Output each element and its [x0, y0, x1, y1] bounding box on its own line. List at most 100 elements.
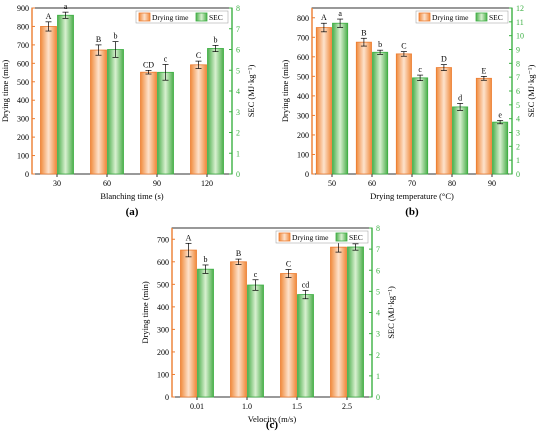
right-tick-label: 1: [516, 156, 520, 165]
significance-label: b: [214, 35, 218, 44]
y-axis-title-right: SEC (MJ·kg⁻¹): [526, 65, 536, 118]
x-tick-label: 80: [448, 179, 456, 188]
sec-bar: [197, 268, 214, 398]
right-tick-label: 4: [236, 87, 240, 96]
sec-bar: [332, 22, 349, 175]
sec-bar: [412, 77, 429, 175]
significance-label: A: [321, 13, 327, 22]
sec-bar: [207, 48, 224, 175]
significance-label: b: [204, 255, 208, 264]
left-tick-label: 0: [165, 393, 169, 402]
x-axis-title: Drying temperature (°C): [370, 191, 454, 201]
left-tick-label: 300: [17, 115, 29, 124]
left-tick-label: 300: [157, 325, 169, 334]
drying-time-bar: [330, 246, 347, 398]
drying-time-bar: [40, 26, 57, 175]
significance-label: c: [254, 270, 258, 279]
significance-label: E: [481, 66, 486, 75]
legend-label-drying-time: Drying time: [292, 233, 329, 242]
legend-swatch-drying-time: [278, 232, 291, 242]
significance-label: e: [498, 110, 502, 119]
legend-swatch-drying-time: [138, 12, 151, 22]
right-tick-label: 7: [236, 25, 240, 34]
right-tick-label: 6: [376, 266, 380, 275]
legend-swatch-sec: [195, 12, 208, 22]
left-tick-label: 400: [157, 303, 169, 312]
right-tick-label: 8: [236, 4, 240, 13]
sec-bar: [347, 246, 364, 398]
drying-time-bar: [140, 71, 157, 175]
sec-bar: [372, 51, 389, 175]
sec-bar: [157, 71, 174, 175]
x-tick-label: 90: [153, 179, 161, 188]
significance-label: d: [458, 93, 462, 102]
drying-time-bar: [435, 67, 452, 175]
x-tick-label: 60: [103, 179, 111, 188]
x-tick-label: 60: [368, 179, 376, 188]
panel-caption: (b): [405, 206, 419, 218]
right-tick-label: 0: [516, 170, 520, 179]
significance-label: C: [286, 259, 291, 268]
right-tick-label: 0: [236, 170, 240, 179]
left-tick-label: 100: [157, 370, 169, 379]
left-tick-label: 500: [297, 72, 309, 81]
sec-bar: [107, 49, 124, 175]
right-tick-label: 3: [516, 129, 520, 138]
significance-label: C: [196, 51, 201, 60]
right-tick-label: 11: [516, 18, 524, 27]
right-tick-label: 5: [236, 66, 240, 75]
right-tick-label: 3: [376, 330, 380, 339]
right-tick-label: 12: [516, 4, 524, 13]
x-axis-title: Blanching time (s): [100, 191, 163, 201]
sec-bar: [297, 294, 314, 398]
right-tick-label: 10: [516, 32, 524, 41]
drying-time-bar: [315, 27, 332, 175]
significance-label: b: [378, 40, 382, 49]
legend-swatch-drying-time: [418, 12, 431, 22]
drying-time-bar: [395, 53, 412, 175]
right-tick-label: 0: [376, 393, 380, 402]
legend-swatch-sec: [475, 12, 488, 22]
left-tick-label: 400: [17, 96, 29, 105]
x-tick-label: 120: [201, 179, 213, 188]
left-tick-label: 300: [297, 111, 309, 120]
left-tick-label: 600: [297, 53, 309, 62]
significance-label: A: [186, 233, 192, 242]
x-axis-title: Velocity (m/s): [248, 414, 297, 424]
left-tick-label: 500: [157, 280, 169, 289]
x-tick-label: 50: [328, 179, 336, 188]
x-tick-label: 1.0: [242, 402, 252, 411]
left-tick-label: 800: [17, 22, 29, 31]
legend-label-drying-time: Drying time: [432, 13, 469, 22]
right-tick-label: 5: [516, 101, 520, 110]
right-tick-label: 8: [516, 59, 520, 68]
right-tick-label: 7: [516, 73, 520, 82]
sec-bar: [452, 106, 469, 175]
significance-label: B: [236, 249, 241, 258]
right-tick-label: 8: [376, 224, 380, 233]
left-tick-label: 600: [17, 59, 29, 68]
right-tick-label: 6: [236, 46, 240, 55]
significance-label: c: [418, 65, 422, 74]
left-tick-label: 700: [297, 33, 309, 42]
chart-panel-1: 0 100 200 300 400 500 600 700 800 900 0 1 2 3 4 5 6 7 8 30 A…: [0, 2, 256, 218]
y-axis-title-right: SEC (MJ·kg⁻¹): [246, 65, 256, 118]
drying-time-bar: [180, 249, 197, 398]
x-tick-label: 2.5: [342, 402, 352, 411]
sec-bar: [247, 284, 264, 398]
left-tick-label: 700: [17, 41, 29, 50]
right-tick-label: 3: [236, 108, 240, 117]
right-tick-label: 7: [376, 245, 380, 254]
panel-caption: (a): [126, 206, 139, 218]
right-tick-label: 2: [516, 142, 520, 151]
right-tick-label: 9: [516, 46, 520, 55]
sec-bar: [57, 14, 74, 175]
left-tick-label: 700: [157, 235, 169, 244]
legend-swatch-sec: [335, 232, 348, 242]
right-tick-label: 2: [376, 351, 380, 360]
y-axis-title-left: Drying time (min): [140, 281, 150, 343]
significance-label: C: [401, 42, 406, 51]
significance-label: D: [441, 55, 447, 64]
left-tick-label: 200: [157, 348, 169, 357]
